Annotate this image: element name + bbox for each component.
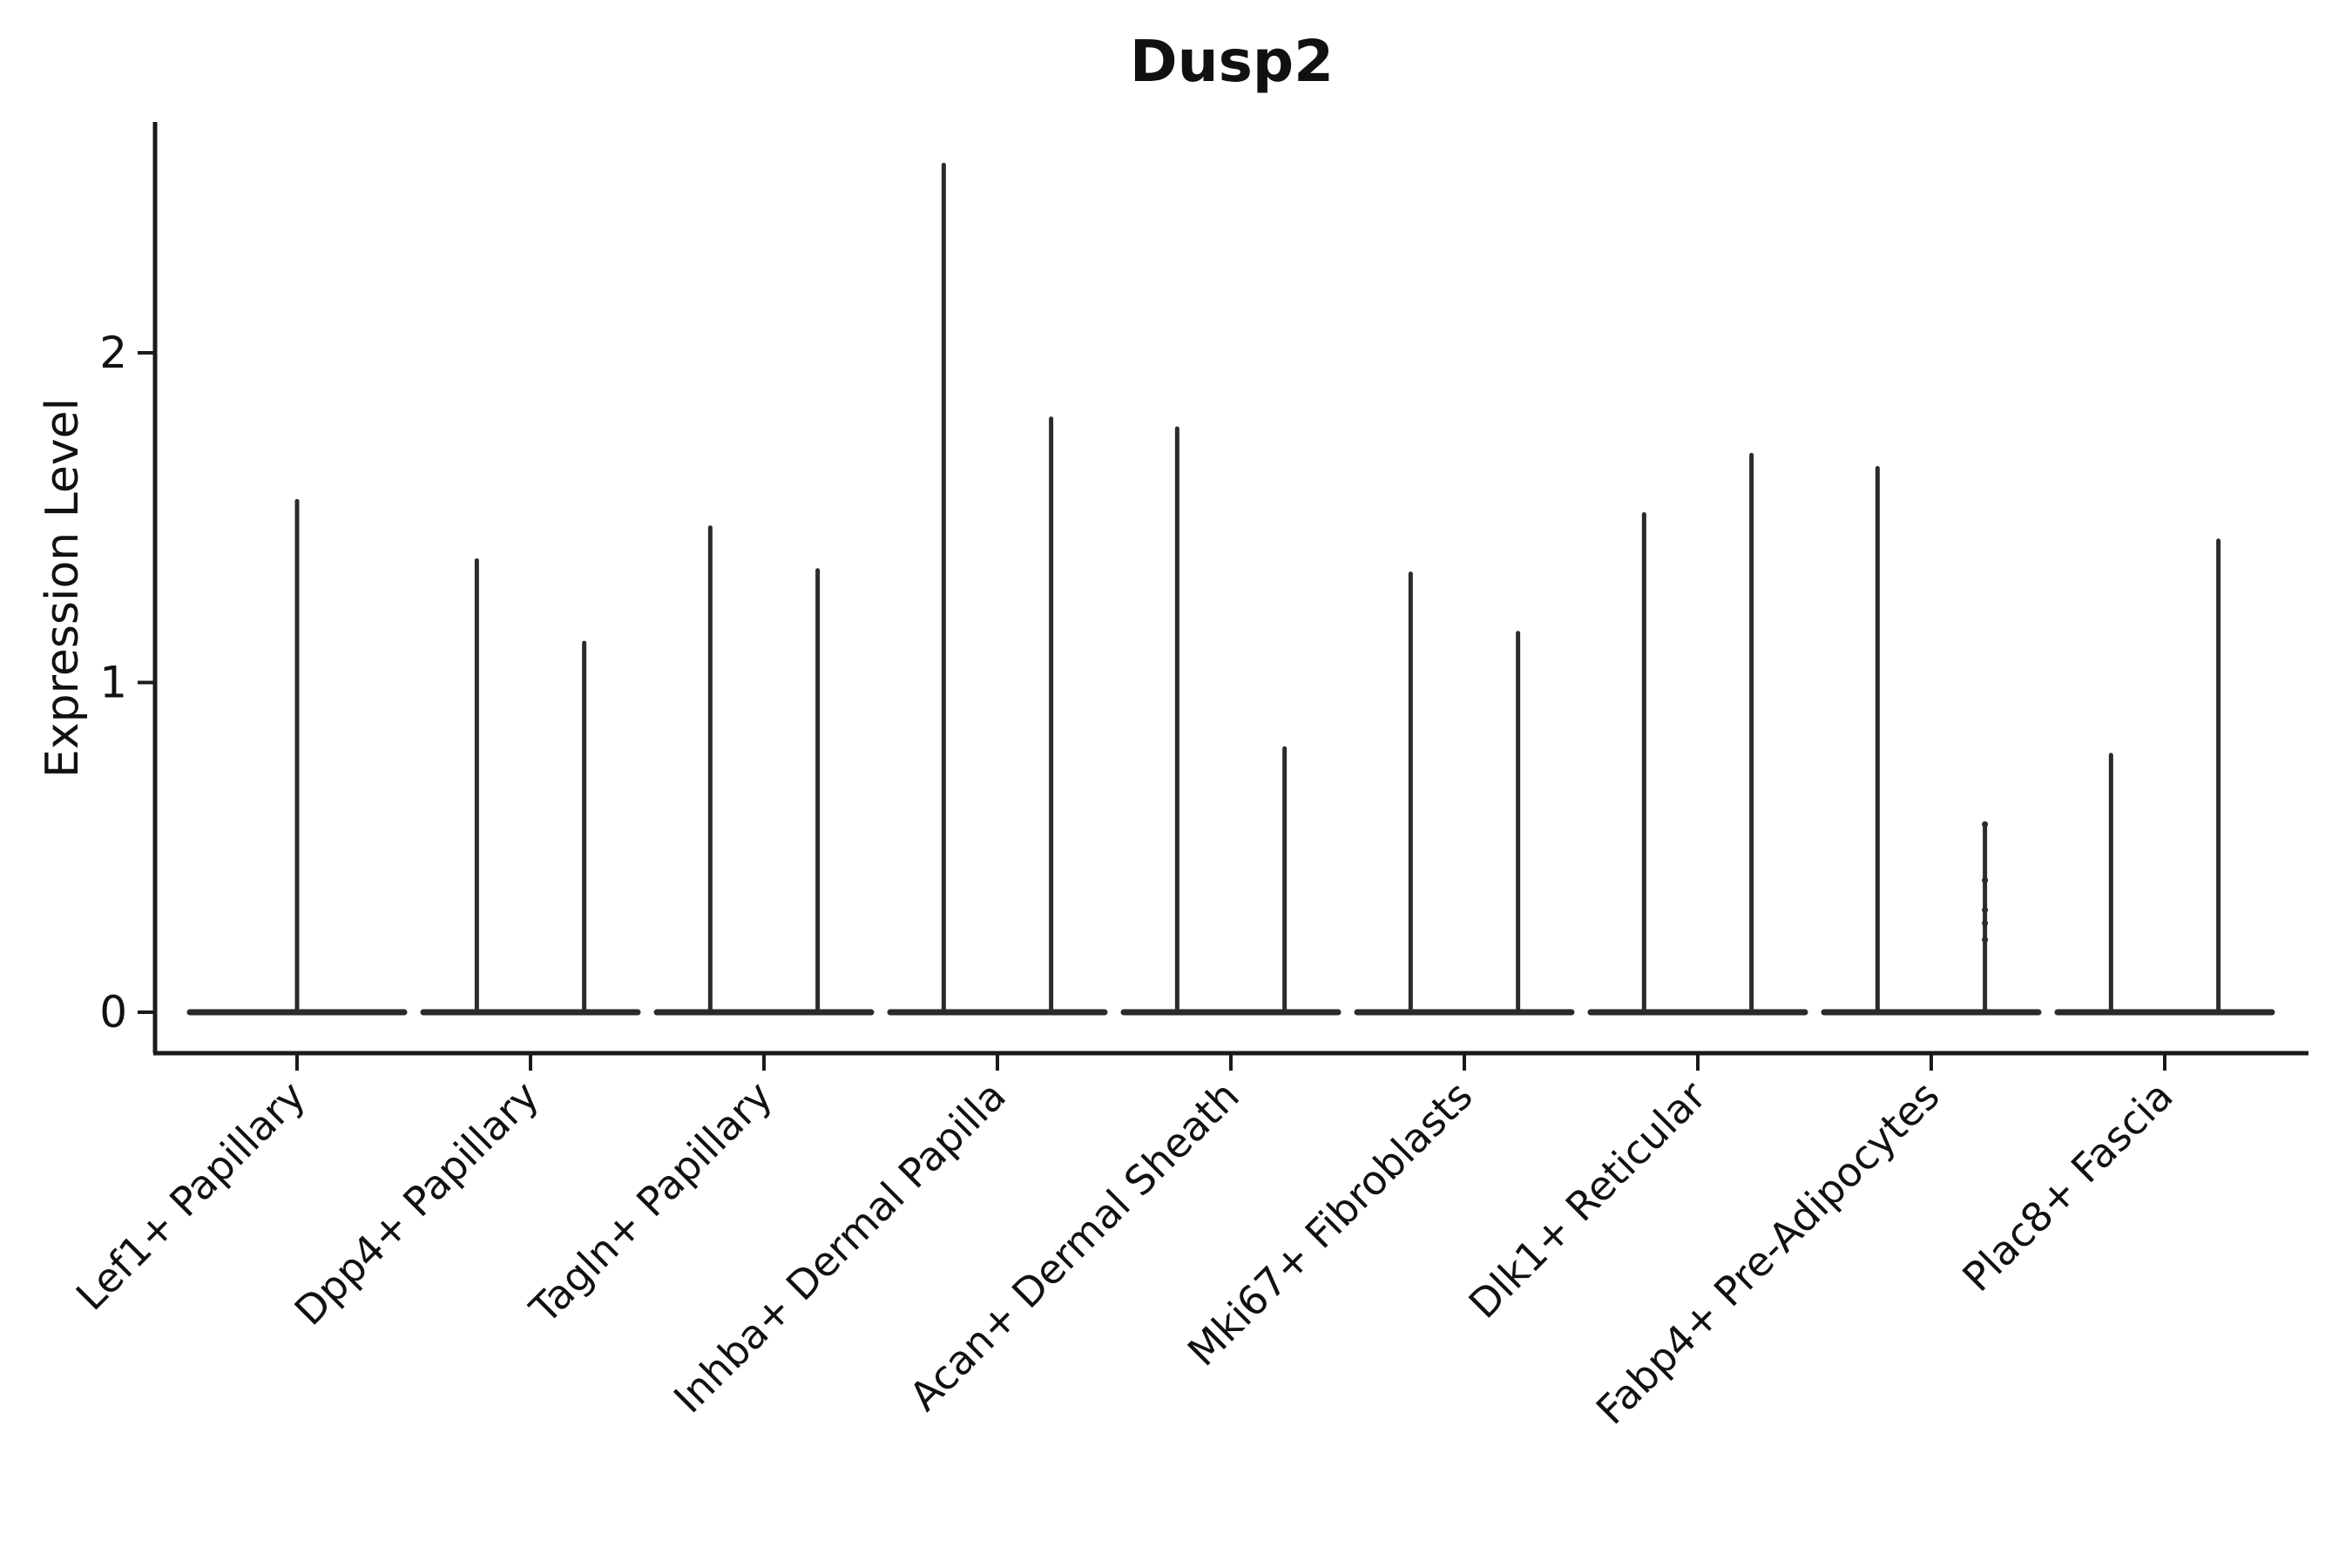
x-category-label: Dpp4+ Papillary — [286, 1072, 548, 1335]
expression-point — [1982, 877, 1989, 884]
violin-category — [420, 558, 641, 1016]
expression-point — [1982, 936, 1989, 943]
x-category-label: Plac8+ Fascia — [1953, 1072, 2181, 1301]
violin-category — [186, 498, 408, 1016]
violin-category — [1821, 465, 2042, 1016]
violin-category — [1587, 452, 1808, 1016]
violin-category — [1354, 571, 1575, 1016]
chart-title: Dusp2 — [1129, 28, 1335, 95]
violin-category — [2054, 538, 2275, 1016]
violin-category — [1120, 426, 1342, 1016]
y-tick-label: 1 — [99, 658, 127, 708]
expression-point — [1982, 920, 1989, 927]
expression-point — [1982, 907, 1989, 914]
x-category-label: Dlk1+ Reticular — [1460, 1072, 1715, 1328]
x-category-label: Lef1+ Papillary — [67, 1072, 314, 1320]
expression-point — [1982, 821, 1989, 828]
y-tick-label: 0 — [99, 987, 127, 1037]
y-tick-label: 2 — [99, 328, 127, 378]
violin-category — [887, 162, 1108, 1016]
violin-category — [653, 525, 875, 1016]
x-category-label: Tagln+ Papillary — [520, 1072, 781, 1334]
